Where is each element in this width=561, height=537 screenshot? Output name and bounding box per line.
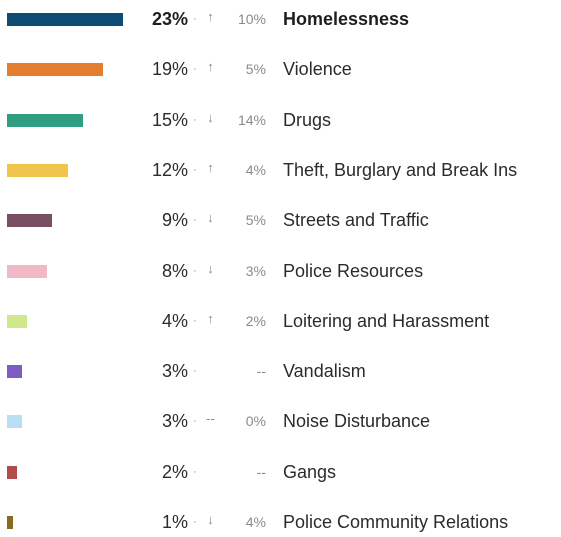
separator-dot: · bbox=[193, 365, 197, 378]
separator-dot: · bbox=[193, 113, 197, 126]
category-percent: 4% bbox=[161, 310, 188, 331]
category-bar bbox=[7, 163, 68, 177]
arrow-down-icon: ↓ bbox=[207, 260, 214, 276]
category-row[interactable]: 23% · ↑ 10% Homelessness bbox=[0, 5, 561, 33]
category-row[interactable]: 12% · ↑ 4% Theft, Burglary and Break Ins bbox=[0, 156, 561, 184]
category-row[interactable]: 1% · ↓ 4% Police Community Relations bbox=[0, 508, 561, 536]
separator-dot: · bbox=[193, 415, 197, 428]
category-change: 10% bbox=[237, 11, 266, 27]
category-percent: 15% bbox=[151, 109, 188, 130]
category-row[interactable]: 15% · ↓ 14% Drugs bbox=[0, 106, 561, 134]
category-bar bbox=[7, 516, 13, 529]
category-row[interactable]: 19% · ↑ 5% Violence bbox=[0, 55, 561, 83]
category-percent: 23% bbox=[151, 9, 188, 29]
separator-dot: · bbox=[193, 465, 197, 478]
category-change: 2% bbox=[245, 312, 266, 329]
category-change: 5% bbox=[245, 61, 266, 78]
category-bar bbox=[7, 13, 123, 26]
category-percent: 19% bbox=[151, 59, 188, 80]
category-label: Loitering and Harassment bbox=[283, 310, 490, 331]
category-row[interactable]: 3% · -- Vandalism bbox=[0, 357, 561, 385]
category-change: 3% bbox=[245, 262, 266, 279]
category-bar bbox=[7, 214, 52, 228]
arrow-up-icon: ↑ bbox=[207, 59, 214, 75]
category-bar bbox=[7, 264, 47, 278]
category-row[interactable]: 2% · -- Gangs bbox=[0, 458, 561, 486]
category-label: Gangs bbox=[283, 461, 337, 482]
category-change: 14% bbox=[237, 111, 266, 128]
category-bar bbox=[7, 365, 22, 379]
category-label: Violence bbox=[283, 59, 352, 80]
arrow-down-icon: ↓ bbox=[207, 109, 214, 125]
category-label: Police Resources bbox=[283, 260, 424, 281]
category-percent: 3% bbox=[161, 411, 188, 432]
category-bar bbox=[7, 314, 27, 328]
category-label: Theft, Burglary and Break Ins bbox=[283, 159, 518, 180]
category-row[interactable]: 4% · ↑ 2% Loitering and Harassment bbox=[0, 307, 561, 335]
separator-dot: · bbox=[193, 314, 197, 327]
separator-dot: · bbox=[193, 63, 197, 76]
category-percent: 1% bbox=[161, 512, 188, 532]
category-percent: 12% bbox=[151, 159, 188, 180]
separator-dot: · bbox=[193, 516, 197, 528]
category-change: 5% bbox=[245, 212, 266, 229]
category-row[interactable]: 3% · -- 0% Noise Disturbance bbox=[0, 407, 561, 435]
arrow-up-icon: ↑ bbox=[207, 310, 214, 326]
separator-dot: · bbox=[193, 214, 197, 227]
category-bar bbox=[7, 465, 17, 479]
category-change: 0% bbox=[245, 413, 266, 430]
category-percent: 9% bbox=[161, 210, 188, 231]
category-percent: 3% bbox=[161, 361, 188, 382]
trend-indicator: -- bbox=[206, 411, 215, 427]
category-change: -- bbox=[256, 363, 266, 380]
category-bar bbox=[7, 415, 22, 429]
category-bar bbox=[7, 113, 83, 127]
category-change: 4% bbox=[245, 161, 266, 178]
category-label: Police Community Relations bbox=[283, 512, 509, 532]
category-percent: 8% bbox=[161, 260, 188, 281]
category-label: Vandalism bbox=[283, 361, 366, 382]
arrow-up-icon: ↑ bbox=[207, 159, 214, 175]
category-label: Homelessness bbox=[283, 9, 410, 29]
category-percent: 2% bbox=[161, 461, 188, 482]
category-row[interactable]: 9% · ↓ 5% Streets and Traffic bbox=[0, 206, 561, 234]
category-label: Noise Disturbance bbox=[283, 411, 431, 432]
category-change: -- bbox=[256, 463, 266, 480]
category-label: Drugs bbox=[283, 109, 332, 130]
arrow-down-icon: ↓ bbox=[207, 512, 214, 527]
arrow-up-icon: ↑ bbox=[207, 9, 214, 24]
separator-dot: · bbox=[193, 264, 197, 277]
arrow-down-icon: ↓ bbox=[207, 210, 214, 226]
separator-dot: · bbox=[193, 13, 197, 25]
category-bar bbox=[7, 63, 103, 77]
category-change: 4% bbox=[245, 514, 266, 530]
category-row[interactable]: 8% · ↓ 3% Police Resources bbox=[0, 257, 561, 285]
separator-dot: · bbox=[193, 163, 197, 176]
category-label: Streets and Traffic bbox=[283, 210, 429, 231]
